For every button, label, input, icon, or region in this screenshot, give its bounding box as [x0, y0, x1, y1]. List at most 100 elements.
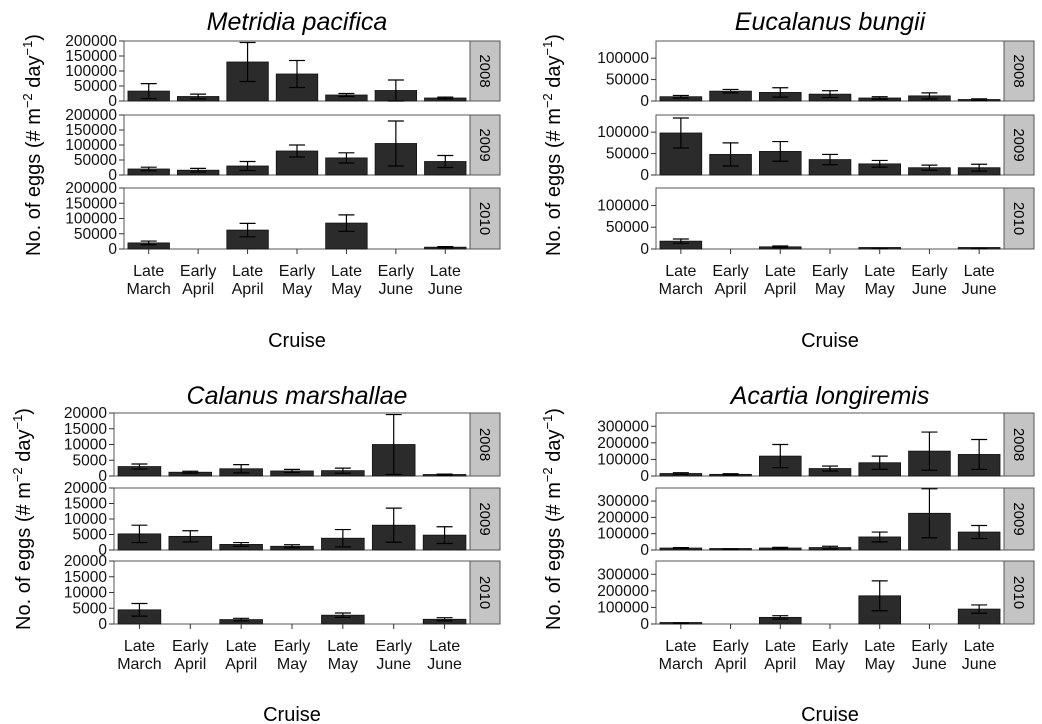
chart-metridia-pacifica: Metridia pacifica No. of eggs (# m−2 day−…	[20, 8, 501, 352]
y-tick-label: 0	[640, 93, 649, 110]
y-tick-label: 100000	[597, 50, 649, 67]
y-tick-label: 50000	[606, 146, 649, 163]
x-axis-label: Cruise	[263, 704, 321, 724]
facet-strip-label: 2010	[1010, 202, 1027, 235]
y-tick-label: 100000	[597, 526, 649, 543]
facet-strip-label: 2008	[476, 428, 493, 461]
panel-frame	[655, 560, 1005, 625]
x-tick-label: Late March	[126, 263, 170, 298]
chart-title: Acartia longiremis	[729, 382, 930, 410]
y-tick-label: 20000	[64, 480, 107, 497]
chart-title: Eucalanus bungii	[735, 8, 927, 36]
y-tick-label: 50000	[74, 152, 117, 169]
panel-2010: 2010 0 50000 100000	[597, 187, 1035, 258]
x-tick-label: Late March	[659, 263, 703, 298]
x-tick-label: Early April	[172, 638, 208, 673]
y-tick-label: 200000	[65, 33, 117, 50]
facet-strip	[1003, 114, 1035, 176]
x-tick-label: Late June	[962, 638, 997, 673]
facet-strip	[469, 560, 501, 625]
y-axis-label: No. of eggs (# m−2 day−1)	[20, 34, 45, 256]
x-tick-label: Early June	[911, 638, 947, 673]
facet-strip	[1003, 40, 1035, 102]
y-axis-label: No. of eggs (# m−2 day−1)	[540, 408, 565, 630]
y-tick-label: 200000	[597, 583, 649, 600]
y-tick-label: 100000	[597, 599, 649, 616]
facet-strip	[1003, 412, 1035, 477]
facet-strip	[1003, 560, 1035, 625]
facet-strip-label: 2008	[1010, 54, 1027, 87]
x-tick-label: Early April	[180, 263, 216, 298]
facet-strip	[1003, 487, 1035, 551]
x-tick-label: Late March	[117, 638, 161, 673]
x-tick-label: Early April	[712, 638, 748, 673]
facet-strip	[1003, 187, 1035, 250]
y-tick-label: 20000	[64, 405, 107, 422]
chart-acartia-longiremis: Acartia longiremis No. of eggs (# m−2 day…	[540, 382, 1035, 724]
y-tick-label: 200000	[65, 180, 117, 197]
x-tick-label: Late June	[427, 638, 462, 673]
x-tick-label: Late June	[962, 263, 997, 298]
x-tick-label: Early May	[812, 263, 848, 298]
x-tick-label: Early May	[812, 638, 848, 673]
facet-strip	[469, 114, 501, 176]
x-tick-label: Early April	[712, 263, 748, 298]
facet-strip-label: 2009	[476, 502, 493, 535]
facet-strip	[469, 412, 501, 477]
panel-frame	[655, 187, 1005, 250]
y-tick-label: 100000	[597, 451, 649, 468]
y-tick-label: 15000	[64, 569, 107, 586]
facet-strip	[469, 187, 501, 250]
x-axis-label: Cruise	[801, 704, 859, 724]
facet-strip-label: 2009	[1010, 502, 1027, 535]
y-tick-label: 5000	[73, 527, 108, 544]
y-tick-label: 50000	[74, 226, 117, 243]
y-tick-label: 0	[640, 616, 649, 633]
panel-frame	[113, 560, 471, 625]
x-axis-label: Cruise	[801, 330, 859, 352]
y-tick-label: 0	[108, 241, 117, 258]
y-tick-label: 300000	[597, 493, 649, 510]
x-tick-label: Early May	[279, 263, 315, 298]
facet-strip-label: 2010	[476, 202, 493, 235]
x-tick-label: Early May	[274, 638, 310, 673]
y-tick-label: 20000	[64, 553, 107, 570]
y-tick-label: 200000	[597, 435, 649, 452]
y-tick-label: 10000	[64, 585, 107, 602]
y-tick-label: 0	[640, 542, 649, 559]
facet-strip	[469, 487, 501, 551]
y-tick-label: 100000	[65, 137, 117, 154]
x-tick-label: Late May	[864, 263, 895, 298]
panel-2008: 2008 0 50000 100000	[597, 40, 1035, 110]
facet-strip-label: 2009	[1010, 128, 1027, 161]
x-tick-label: Late June	[428, 263, 463, 298]
x-tick-label: Late April	[232, 263, 264, 298]
y-tick-label: 150000	[65, 122, 117, 139]
y-tick-label: 5000	[73, 600, 108, 617]
x-tick-label: Late May	[327, 638, 358, 673]
chart-eucalanus-bungii: Eucalanus bungii No. of eggs (# m−2 day−1…	[540, 8, 1035, 352]
x-tick-label: Late May	[331, 263, 362, 298]
y-tick-label: 100000	[65, 63, 117, 80]
y-tick-label: 50000	[74, 78, 117, 95]
x-tick-label: Early June	[911, 263, 947, 298]
facet-strip-label: 2008	[1010, 428, 1027, 461]
y-axis-label: No. of eggs (# m−2 day−1)	[540, 34, 565, 256]
x-tick-label: Late April	[764, 638, 796, 673]
y-tick-label: 0	[98, 542, 107, 559]
y-tick-label: 0	[108, 93, 117, 110]
x-tick-label: Early June	[375, 638, 411, 673]
y-tick-label: 150000	[65, 48, 117, 65]
chart-calanus-marshallae: Calanus marshallae No. of eggs (# m−2 day…	[10, 382, 501, 724]
facet-strip-label: 2008	[476, 54, 493, 87]
facet-strip-label: 2010	[1010, 576, 1027, 609]
x-axis-label: Cruise	[268, 330, 326, 352]
y-tick-label: 0	[640, 241, 649, 258]
